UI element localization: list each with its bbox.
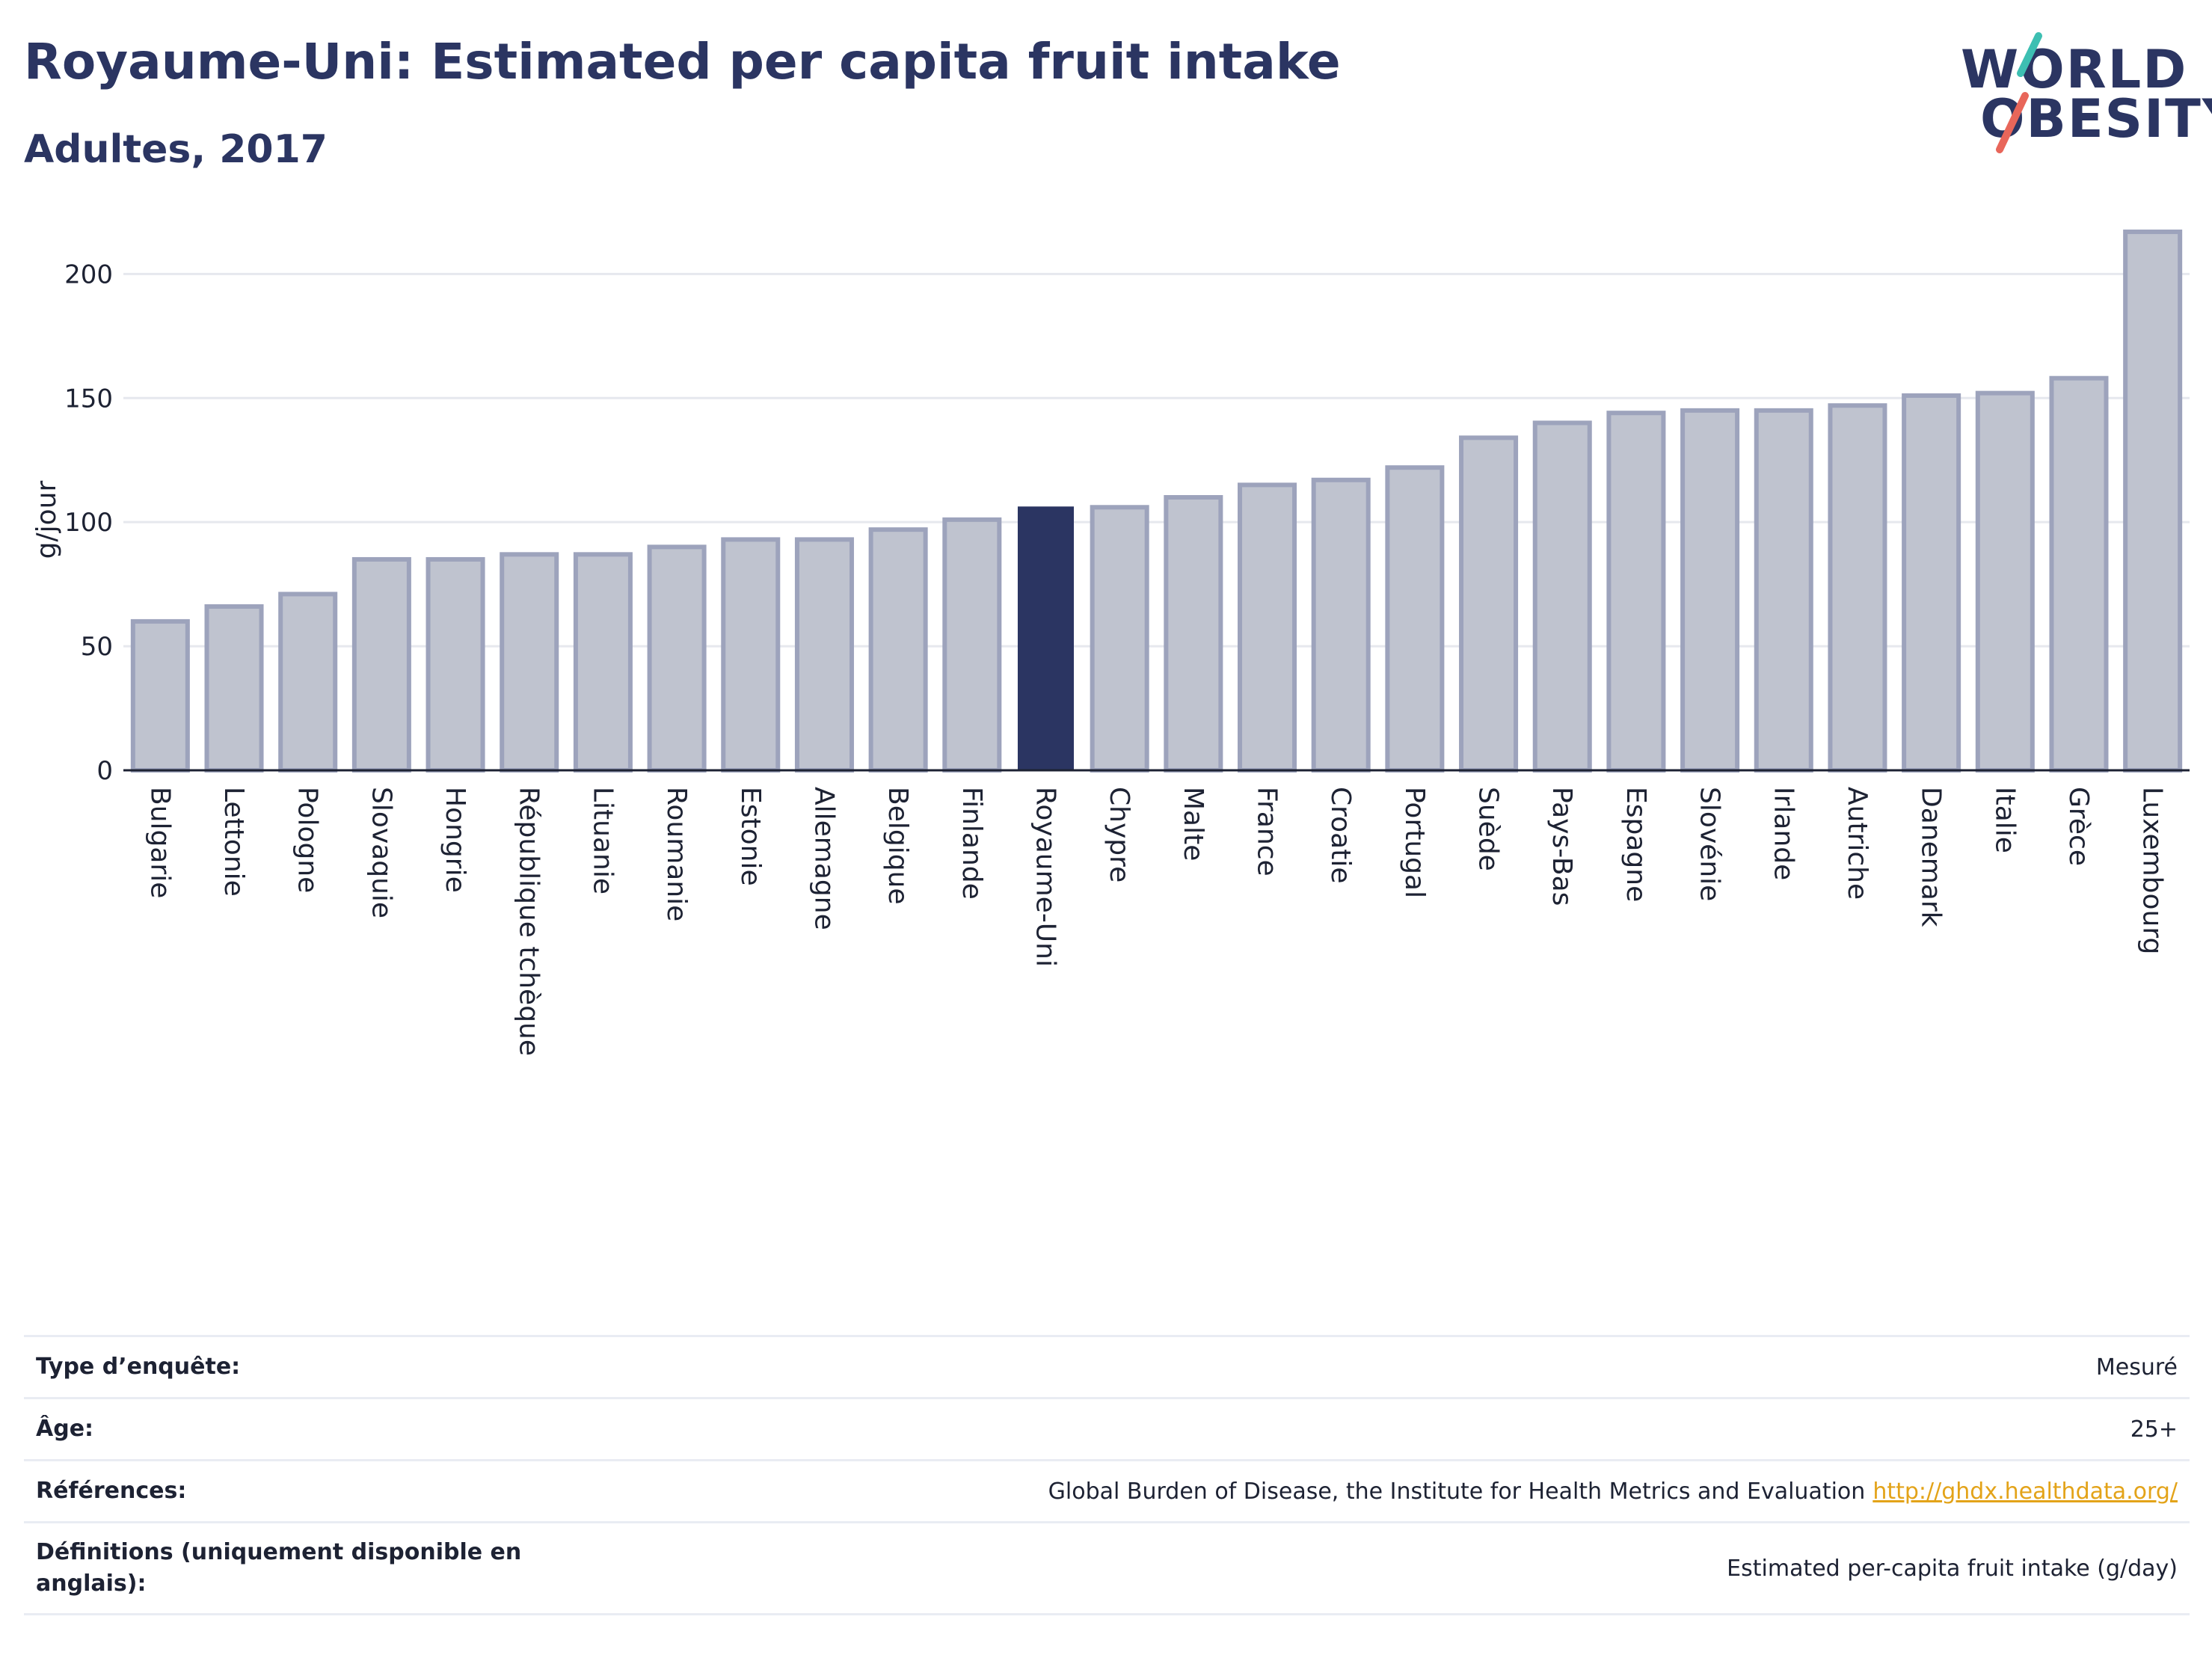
- meta-value: 25+: [2130, 1416, 2178, 1443]
- bar: [204, 604, 264, 773]
- x-tick-label: Slovénie: [1695, 787, 1725, 901]
- bar: [1532, 420, 1592, 773]
- bar: [868, 527, 928, 773]
- world-obesity-logo: WORLD OBESITY: [1952, 21, 2212, 156]
- bar: [500, 552, 559, 773]
- x-tick-label: Estonie: [735, 787, 766, 886]
- bar: [1975, 390, 2035, 773]
- x-tick-label: France: [1252, 787, 1282, 876]
- bar: [1902, 393, 1961, 773]
- x-tick-label: Pays-Bas: [1546, 787, 1577, 906]
- x-tick-label: Luxembourg: [2137, 787, 2168, 954]
- bar-chart: 0 50 100 150 200 g/jour Bulgarie Lettonie Pologn…: [31, 229, 2190, 1056]
- y-tick-label: 100: [64, 508, 113, 538]
- meta-row-survey-type: Type d’enquête: Mesuré: [24, 1335, 2190, 1397]
- bar: [1680, 408, 1740, 773]
- meta-label: Références:: [36, 1478, 187, 1504]
- x-tick-label: Espagne: [1620, 787, 1651, 902]
- meta-value: Estimated per-capita fruit intake (g/day…: [1727, 1555, 2178, 1582]
- bar: [2123, 229, 2183, 773]
- bar: [1606, 411, 1666, 773]
- bar: [1459, 435, 1519, 773]
- x-tick-label: Hongrie: [440, 787, 470, 893]
- x-tick-label: Pologne: [292, 787, 323, 893]
- bar: [351, 556, 411, 773]
- x-tick-label: Danemark: [1916, 787, 1947, 927]
- bar: [278, 592, 338, 773]
- meta-label: Type d’enquête:: [36, 1354, 241, 1380]
- bar: [942, 517, 1002, 773]
- y-tick-label: 50: [81, 632, 113, 662]
- x-tick-label: Roumanie: [661, 787, 692, 921]
- x-tick-label: République tchèque: [514, 787, 544, 1056]
- x-tick-label: Allemagne: [808, 787, 839, 930]
- x-tick-label: Autriche: [1842, 787, 1872, 900]
- bar: [721, 537, 781, 773]
- bar: [573, 552, 633, 773]
- x-tick-label: Italie: [1989, 787, 2020, 853]
- bar: [1238, 482, 1297, 773]
- y-tick-label: 200: [64, 260, 113, 289]
- meta-row-definitions: Définitions (uniquement disponible en an…: [24, 1521, 2190, 1615]
- meta-value: Mesuré: [2095, 1354, 2178, 1381]
- bar: [1754, 408, 1813, 773]
- x-tick-label: Suède: [1473, 787, 1504, 871]
- meta-row-age: Âge: 25+: [24, 1397, 2190, 1459]
- x-tick-label: Portugal: [1399, 787, 1430, 898]
- logo-word-1: WORLD: [1961, 39, 2188, 100]
- meta-value-group: Global Burden of Disease, the Institute …: [1048, 1479, 2178, 1505]
- page-title: Royaume-Uni: Estimated per capita fruit …: [24, 33, 1341, 90]
- bar: [1385, 465, 1445, 773]
- page-subtitle: Adultes, 2017: [24, 127, 328, 172]
- y-tick-label: 150: [64, 384, 113, 414]
- x-tick-label: Slovaquie: [366, 787, 396, 918]
- x-tick-label: Croatie: [1325, 787, 1356, 884]
- bar: [1164, 495, 1223, 773]
- meta-label: Âge:: [36, 1416, 94, 1442]
- x-tick-label: Finlande: [956, 787, 987, 900]
- bar: [1090, 505, 1149, 773]
- x-tick-label: Royaume-Uni: [1030, 787, 1060, 967]
- bar: [647, 544, 707, 773]
- x-tick-label: Lettonie: [218, 787, 249, 897]
- y-axis-label: g/jour: [31, 480, 62, 559]
- x-tick-label: Bulgarie: [144, 787, 175, 898]
- meta-row-references: Références: Global Burden of Disease, th…: [24, 1459, 2190, 1521]
- x-tick-label: Irlande: [1768, 787, 1798, 880]
- bar: [425, 556, 485, 773]
- logo-slash-icon: [1996, 32, 2042, 153]
- meta-label: Définitions (uniquement disponible en an…: [36, 1539, 522, 1597]
- bar: [794, 537, 854, 773]
- x-tick-label: Malte: [1178, 787, 1208, 861]
- bar: [130, 618, 190, 773]
- x-tick-label: Grèce: [2063, 787, 2094, 866]
- bar: [1017, 506, 1074, 771]
- bar: [1311, 477, 1371, 773]
- y-tick-label: 0: [96, 756, 113, 786]
- x-tick-label: Lituanie: [587, 787, 618, 894]
- reference-text: Global Burden of Disease, the Institute …: [1048, 1478, 1866, 1505]
- metadata-table: Type d’enquête: Mesuré Âge: 25+ Référenc…: [24, 1335, 2190, 1615]
- reference-link[interactable]: http://ghdx.healthdata.org/: [1872, 1478, 2178, 1505]
- x-tick-label: Chypre: [1104, 787, 1134, 882]
- bar: [2049, 375, 2109, 773]
- bar: [1828, 403, 1887, 773]
- x-tick-label: Belgique: [882, 787, 913, 905]
